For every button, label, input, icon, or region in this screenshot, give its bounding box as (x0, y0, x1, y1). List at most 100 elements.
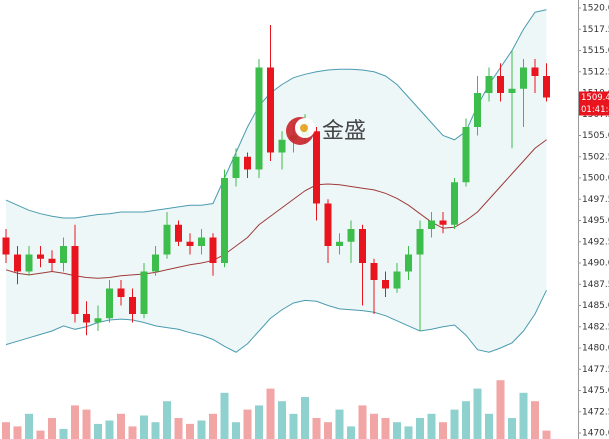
band-lower (5, 289, 547, 353)
candle-body (232, 156, 240, 178)
volume-bar (128, 426, 137, 439)
y-tick-label: 1492.50 (582, 237, 609, 247)
y-tick-label: 1470.00 (582, 429, 609, 439)
y-tick-label: 1472.50 (582, 407, 609, 417)
candle-body (94, 318, 102, 323)
plot-area (2, 9, 551, 439)
candle-body (25, 254, 33, 272)
volume-bar (82, 409, 91, 439)
y-tick-label: 1500.00 (582, 174, 609, 184)
candle-body (474, 93, 481, 127)
candle-body (439, 220, 447, 225)
volume-bar (416, 418, 424, 439)
volume-bar (13, 426, 22, 439)
volume-bar (278, 401, 286, 439)
volume-bar (163, 401, 171, 439)
y-tick-label: 1482.50 (582, 322, 609, 332)
candle-body (520, 67, 527, 89)
volume-bar (450, 409, 459, 439)
candle-body (71, 246, 79, 314)
candle-body (428, 220, 435, 229)
candle-body (462, 127, 470, 183)
countdown-box (579, 103, 609, 116)
candle-body (129, 297, 136, 314)
volume-bar (117, 413, 125, 439)
candle-body (485, 76, 493, 93)
candle-body (382, 280, 389, 289)
countdown-label: 01:41:41 (581, 105, 609, 115)
logo-dot (300, 124, 308, 132)
volume-bar (71, 405, 79, 439)
volume-bar (2, 422, 10, 439)
candle-body (313, 131, 320, 204)
volume-bar (393, 422, 401, 439)
y-tick-label: 1497.50 (582, 195, 609, 205)
volume-bar (312, 418, 321, 439)
volume-bar (94, 423, 102, 439)
volume-bar (220, 392, 229, 439)
volume-bar (255, 405, 263, 439)
volume-bar (519, 392, 528, 439)
watermark: 金盛 (286, 117, 366, 145)
volume-bar (140, 415, 148, 439)
candle-body (267, 67, 274, 153)
y-tick-label: 1475.00 (582, 386, 609, 396)
volume-bar (151, 422, 160, 439)
volume-bar (473, 388, 482, 439)
y-axis: 1470.00 1472.50 1475.00 1477.50 1480.00 1482.… (578, 4, 609, 439)
y-tick-label: 1505.00 (582, 131, 609, 141)
volume-bar (335, 409, 344, 439)
watermark-text: 金盛 (322, 119, 366, 144)
candle-body (497, 76, 504, 93)
volume-bar (347, 426, 355, 439)
candle-body (451, 182, 458, 225)
candle-body (255, 67, 263, 170)
candle-body (370, 263, 378, 280)
candle-body (152, 254, 159, 272)
volume-bar (381, 418, 390, 439)
candle-body (278, 139, 286, 153)
band-mid (5, 139, 547, 279)
candle-body (37, 254, 44, 259)
volume-bar (209, 413, 217, 439)
candle-body (106, 288, 113, 319)
price-label: 1509.47 (581, 93, 609, 103)
y-tick-label: 1502.50 (582, 152, 609, 162)
candle-body (163, 224, 171, 255)
candle-body (221, 178, 228, 263)
y-tick-label: 1485.00 (582, 301, 609, 311)
candle-body (336, 241, 343, 246)
candle-body (198, 237, 205, 246)
volume-bar (48, 418, 56, 439)
volume-bar (358, 405, 367, 439)
candle-body (393, 271, 401, 289)
volume-bar (370, 413, 378, 439)
candle-body (209, 237, 217, 263)
candle-body (347, 229, 355, 242)
band-upper (5, 9, 547, 219)
candle-body (175, 224, 182, 242)
candle-body (324, 203, 332, 246)
volume-bar (36, 430, 45, 439)
y-tick-label: 1487.50 (582, 280, 609, 290)
y-tick-label: 1517.50 (582, 25, 609, 35)
volume-bar (174, 418, 183, 439)
candle-body (140, 271, 148, 314)
candle-body (244, 156, 251, 170)
volume-bar (485, 413, 493, 439)
y-tick-label: 1480.00 (582, 344, 609, 354)
candle-body (186, 241, 194, 246)
volume-bar (496, 380, 505, 439)
volume-bar (232, 422, 240, 439)
volume-bar (289, 413, 298, 439)
volume-bar (105, 420, 114, 439)
candle-body (359, 229, 366, 263)
volume-bar (542, 430, 551, 439)
volume-bar (508, 418, 516, 439)
volume-bar (439, 422, 447, 439)
candle-body (83, 314, 90, 323)
candle-body (508, 88, 516, 93)
volume-bar (186, 423, 194, 439)
y-tick-label: 1512.50 (582, 67, 609, 77)
